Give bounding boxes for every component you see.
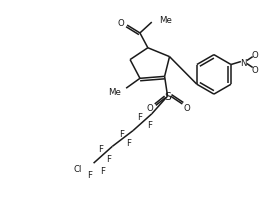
Text: F: F [119,129,124,138]
Text: F: F [137,113,143,122]
Text: Cl: Cl [74,164,82,173]
Text: O: O [146,104,153,113]
Text: S: S [164,92,171,102]
Text: F: F [100,166,105,175]
Text: F: F [87,171,92,180]
Text: O: O [118,19,125,28]
Text: F: F [127,138,132,147]
Text: Me: Me [159,16,172,24]
Text: O: O [184,104,191,113]
Text: O: O [251,66,258,75]
Text: F: F [147,121,152,130]
Text: F: F [106,154,111,163]
Text: O: O [251,51,258,60]
Text: Me: Me [108,87,121,96]
Text: F: F [98,144,103,153]
Text: N: N [241,59,247,68]
